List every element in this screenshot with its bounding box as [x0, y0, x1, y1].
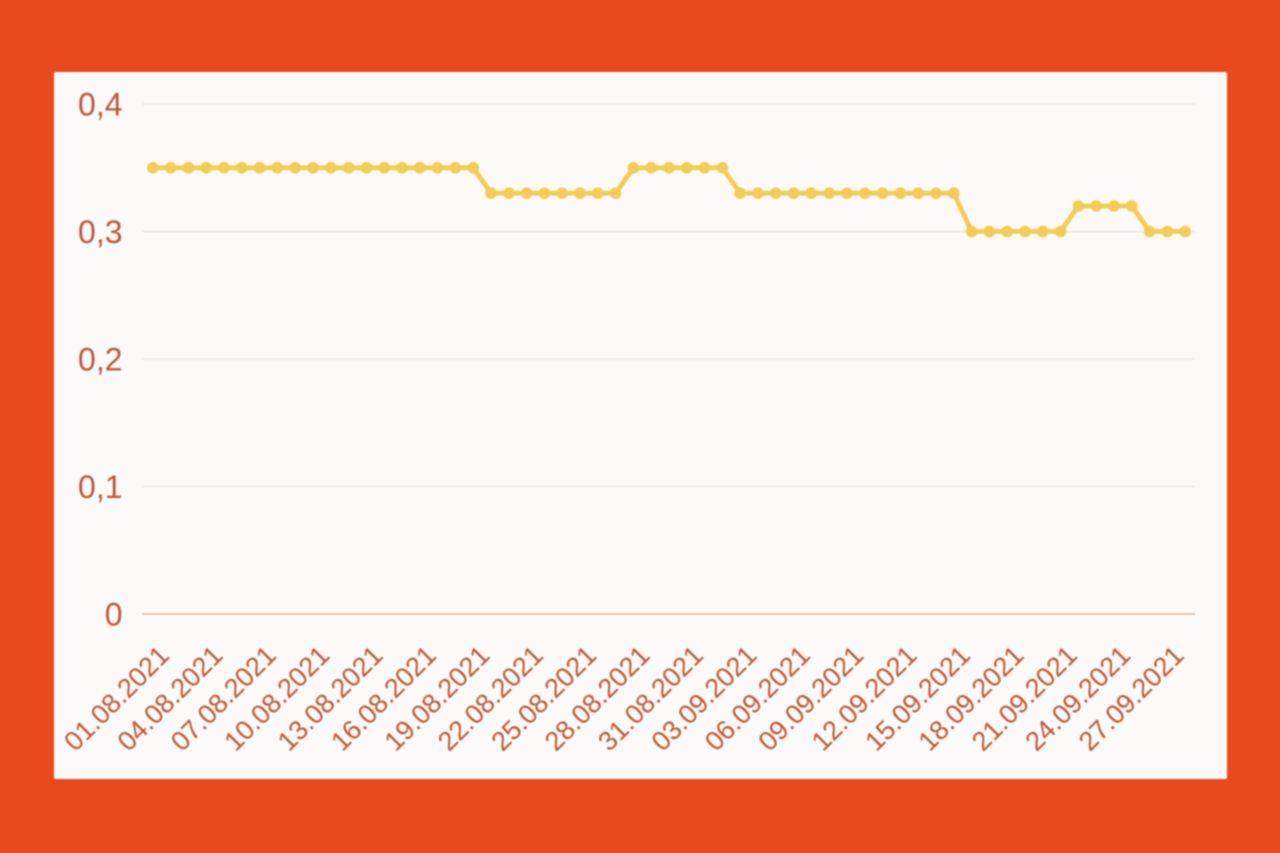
svg-text:0,4: 0,4 [78, 86, 122, 122]
svg-text:0: 0 [105, 596, 123, 632]
svg-text:0,3: 0,3 [78, 214, 122, 250]
svg-text:0,2: 0,2 [78, 341, 122, 377]
svg-text:0,1: 0,1 [78, 469, 122, 505]
